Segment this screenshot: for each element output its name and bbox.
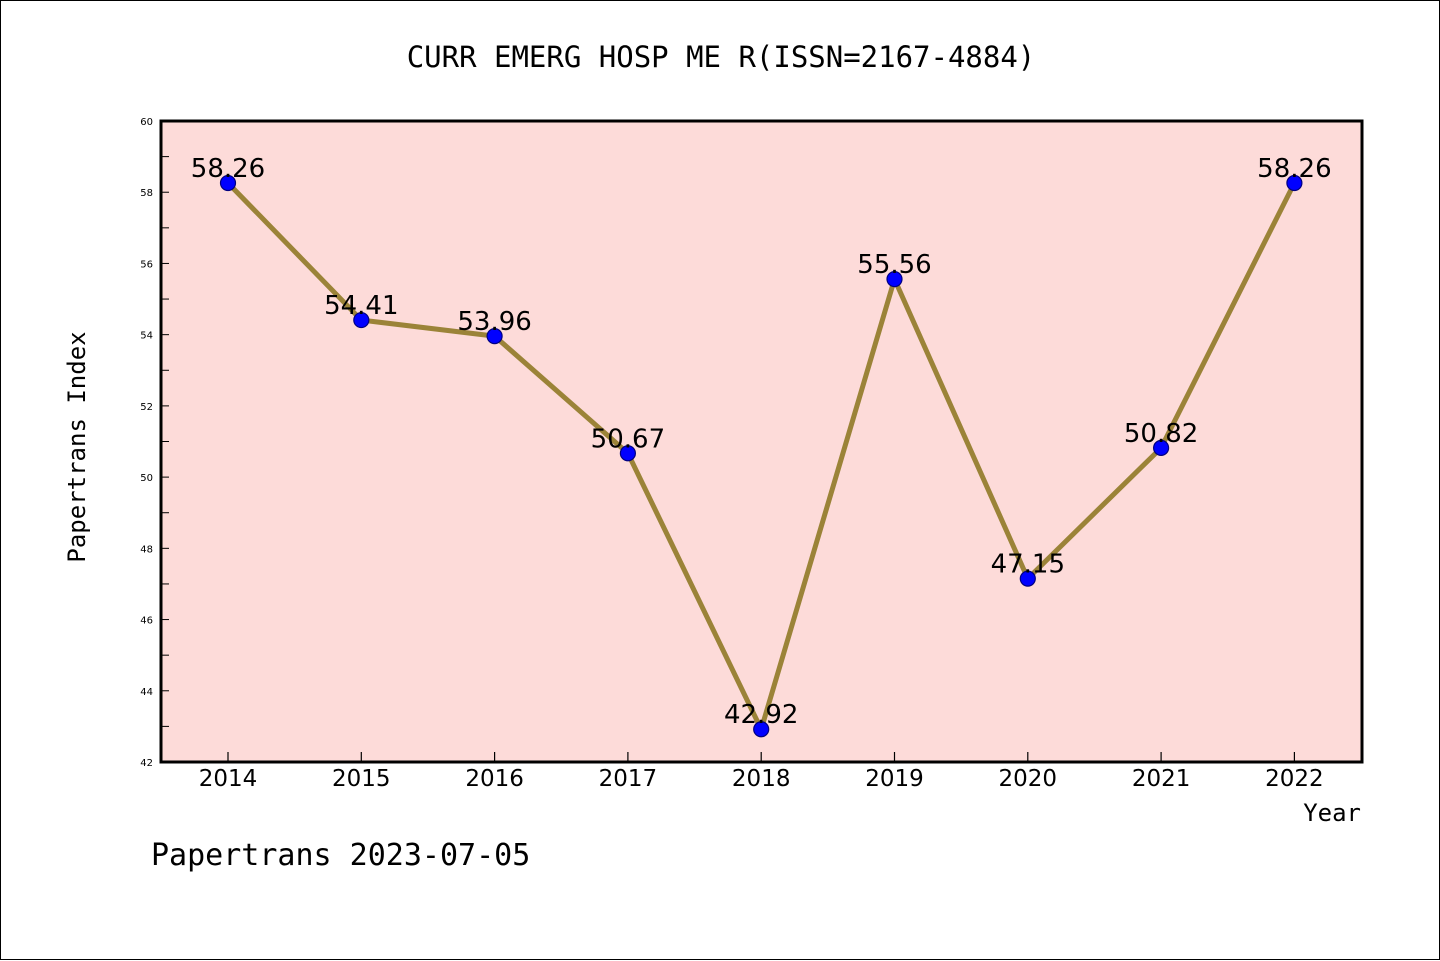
data-point-label: 55.56: [857, 250, 931, 280]
data-point-marker: [753, 721, 770, 738]
data-point-label: 50.67: [591, 424, 665, 454]
data-point-marker: [1286, 174, 1303, 192]
y-tick-label: 60: [140, 117, 153, 128]
data-point-label: 50.82: [1124, 419, 1198, 449]
data-point-label: 58.26: [1257, 154, 1331, 184]
data-point-marker: [1019, 570, 1036, 587]
y-tick-label: 46: [140, 616, 153, 627]
footer-text: Papertrans 2023-07-05: [151, 838, 530, 873]
y-tick-label: 52: [140, 402, 153, 413]
y-tick-label: 48: [140, 544, 153, 555]
plot-border: [159, 119, 1364, 764]
x-tick-label: 2020: [999, 766, 1058, 792]
y-tick-label: 44: [140, 687, 153, 698]
x-tick-label: 2019: [865, 766, 924, 792]
y-tick-label: 58: [140, 188, 153, 199]
x-tick-label: 2015: [332, 766, 391, 792]
data-point-label: 58.26: [191, 154, 265, 184]
x-tick-label: 2021: [1132, 766, 1191, 792]
x-tick-label: 2022: [1265, 766, 1324, 792]
data-point-marker: [619, 445, 637, 462]
y-tick-label: 54: [140, 331, 153, 342]
y-tick-label: 50: [140, 473, 153, 484]
data-point-marker: [486, 327, 503, 345]
x-axis-label: Year: [1303, 799, 1361, 827]
data-point-label: 53.96: [457, 307, 531, 337]
data-point-marker: [886, 271, 903, 288]
data-point-marker: [219, 174, 237, 192]
x-tick-label: 2014: [199, 766, 258, 792]
data-point-label: 54.41: [324, 291, 398, 321]
x-tick-label: 2018: [732, 766, 791, 792]
data-point-label: 47.15: [991, 550, 1065, 580]
y-tick-label: 42: [140, 758, 153, 769]
x-tick-label: 2016: [465, 766, 524, 792]
x-tick-label: 2017: [599, 766, 658, 792]
data-point-marker: [1152, 439, 1170, 457]
x-axis: 2014 2015 2016 2017 2018 2019 2020 2021 2022: [199, 752, 1324, 792]
data-point-label: 42.92: [724, 700, 798, 730]
series-layer: 58.26 54.41 53.96 50.67 42.92 55.56 47.15 50.82…: [191, 154, 1332, 738]
data-point-marker: [353, 311, 370, 329]
chart-title: CURR EMERG HOSP ME R(ISSN=2167-4884): [407, 40, 1036, 74]
y-axis-label: Papertrans Index: [63, 331, 91, 562]
y-tick-label: 56: [140, 259, 153, 270]
